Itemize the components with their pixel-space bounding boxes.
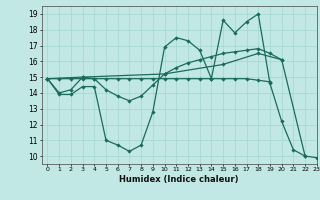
- X-axis label: Humidex (Indice chaleur): Humidex (Indice chaleur): [119, 175, 239, 184]
